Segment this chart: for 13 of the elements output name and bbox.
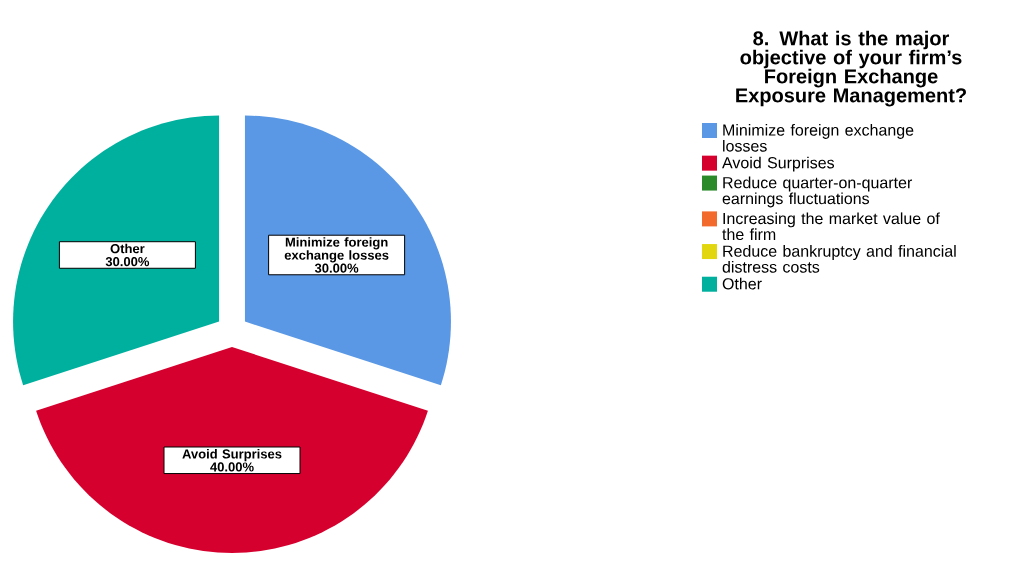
data-label: 30.00% <box>314 263 359 273</box>
legend-label: Minimize foreign exchange losses <box>723 123 914 152</box>
data-label: 30.00% <box>105 257 150 267</box>
legend-label: Other <box>722 277 762 290</box>
data-label: 40.00% <box>210 462 254 472</box>
legend-label: Avoid Surprises <box>722 156 835 172</box>
legend-label: Reduce bankruptcy and financial distress costs <box>722 245 956 273</box>
slice-label: Minimize foreign exchange losses <box>284 237 389 263</box>
slice-label: Other <box>110 243 145 254</box>
slice-label: Avoid Surprises <box>182 449 282 462</box>
legend-label: Reduce quarter-on-quarter earnings fluctuations <box>722 176 913 208</box>
legend-label: Increasing the market value of the firm <box>722 212 940 241</box>
legend-title: 8. What is the major objective of your firm’s Foreign Exchange Exposure Management? <box>736 30 966 107</box>
